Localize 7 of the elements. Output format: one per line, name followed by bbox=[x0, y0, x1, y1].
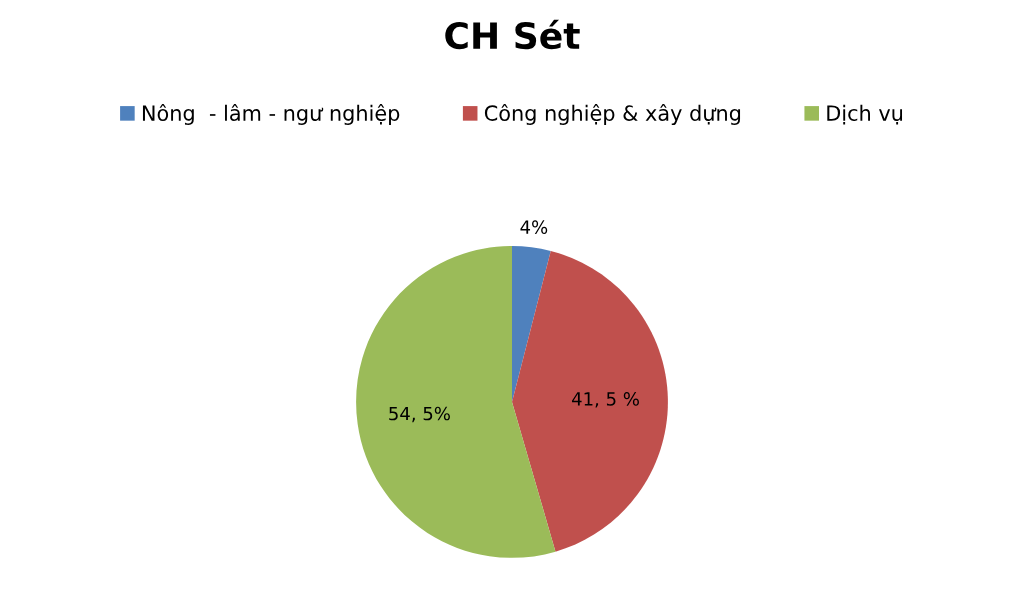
data-label: 4% bbox=[520, 220, 548, 234]
legend-label: Dịch vụ bbox=[827, 104, 903, 125]
data-label: 54, 5% bbox=[389, 406, 450, 423]
chart-title: CH Sét bbox=[445, 19, 580, 50]
data-label: 41, 5 % bbox=[572, 392, 639, 408]
legend-label: Công nghiệp & xây dựng bbox=[484, 104, 741, 126]
legend-label: Nông - lâm - ngư nghiệp bbox=[142, 104, 400, 126]
